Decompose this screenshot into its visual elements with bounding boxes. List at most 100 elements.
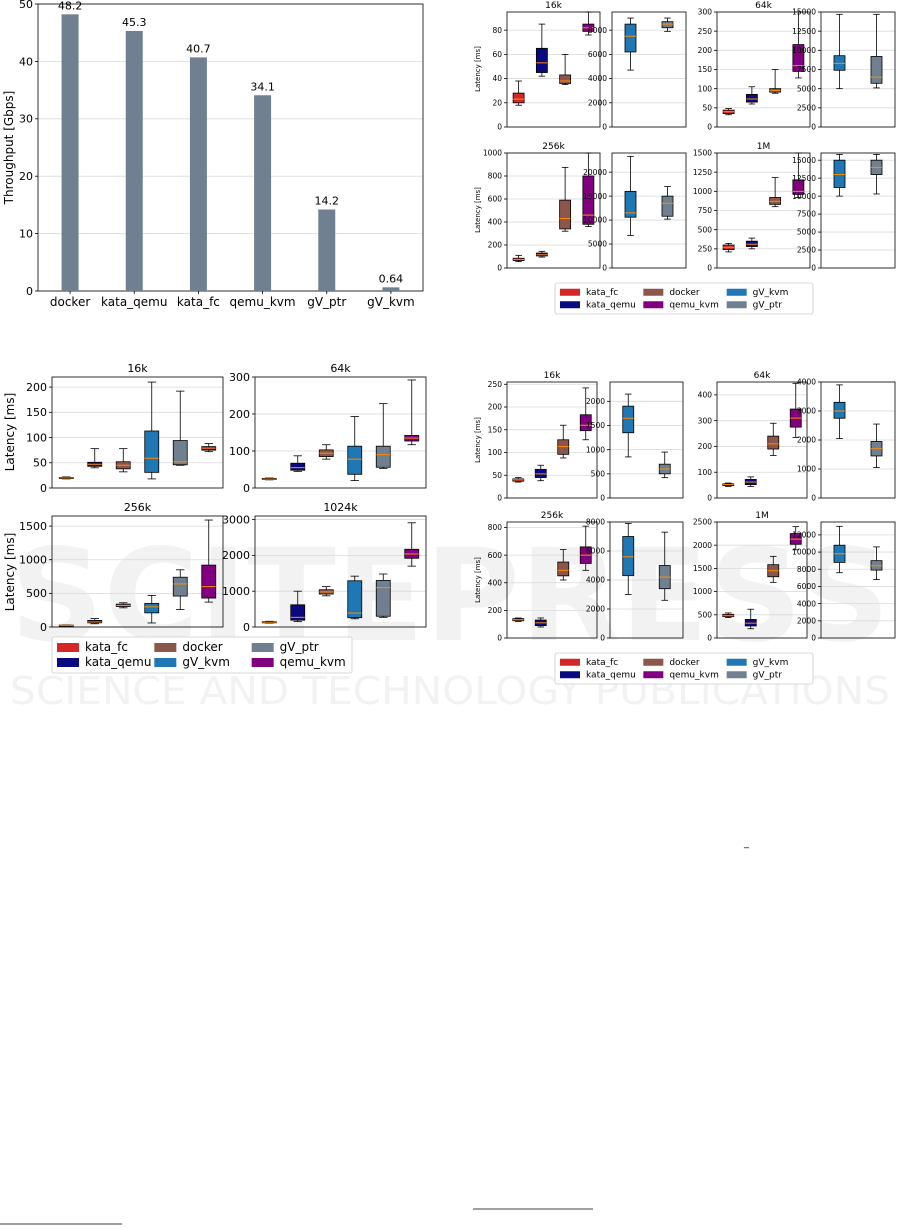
legend-frame: [51, 636, 353, 674]
plot-frame: [609, 381, 684, 499]
legend-swatch-qemu_kvm: [251, 658, 274, 667]
y-axis-label-bottom: Latency [ms]: [3, 533, 17, 612]
legend-label-gV_ptr: gV_ptr: [753, 300, 783, 310]
legend-label-qemu_kvm: qemu_kvm: [669, 670, 719, 680]
y-tick-label: 0: [243, 621, 250, 634]
box-gV_kvm: [347, 575, 363, 620]
box-docker: [557, 549, 570, 581]
y-tick-label: 10000: [792, 548, 816, 557]
legend-label-qemu_kvm: qemu_kvm: [280, 655, 346, 669]
y-tick-label: 20000: [583, 168, 607, 177]
box-kata_fc: [722, 108, 735, 116]
panel-64k: 0 100 200 300 64k: [229, 362, 427, 495]
legend-frame: [554, 652, 814, 685]
box-iqr: [559, 199, 572, 230]
box-gV_ptr: [658, 531, 671, 601]
legend-swatch-kata_fc: [560, 288, 580, 296]
plot-frame: [716, 521, 808, 639]
y-tick-label: 1000: [586, 445, 605, 454]
box-iqr: [290, 462, 306, 471]
box-kata_fc: [261, 477, 277, 481]
panel-256k: 0 200 400 600 800 1000 256k: [483, 142, 601, 273]
box-iqr: [582, 175, 595, 225]
y-tick-label: 0: [707, 264, 712, 273]
x-tick-label: kata_qemu: [101, 295, 167, 309]
panel-256k: 0 200 400 600 800 256k: [488, 511, 598, 643]
box-iqr: [622, 405, 635, 434]
box-gV_ptr: [658, 451, 671, 479]
y-tick-label: 2500: [693, 518, 712, 527]
box-docker: [318, 586, 334, 597]
y-tick-label: 250: [698, 27, 713, 36]
y-tick-label: 3000: [797, 407, 816, 416]
box-iqr: [833, 401, 846, 419]
y-tick-label: 30: [19, 113, 33, 126]
y-tick-label: 50: [19, 0, 33, 11]
box-iqr: [622, 536, 635, 577]
box-docker: [769, 69, 782, 94]
legend-swatch-gV_kvm: [154, 658, 177, 667]
y-tick-label: 7500: [797, 65, 816, 74]
y-tick-label: 8000: [797, 565, 816, 574]
box-gV_kvm: [833, 384, 846, 439]
box-iqr: [347, 445, 363, 475]
plot-frame: [506, 381, 598, 499]
y-tick-label: 2000: [586, 605, 605, 614]
box-gV_kvm: [622, 393, 635, 458]
y-tick-label: 10000: [792, 192, 816, 201]
box-kata_qemu: [87, 448, 103, 469]
plot-frame: [506, 521, 598, 639]
box-gV_kvm: [833, 525, 846, 574]
x-tick-label: qemu_kvm: [230, 295, 296, 309]
stray-mark: _: [743, 838, 750, 849]
legend-label-gV_ptr: gV_ptr: [280, 640, 319, 654]
y-tick-label: 15000: [792, 156, 816, 165]
box-gV_ptr: [375, 573, 391, 618]
y-tick-label: 100: [26, 431, 47, 444]
box-iqr: [661, 21, 674, 29]
box-kata_qemu: [744, 476, 757, 487]
y-tick-label: 100: [698, 84, 713, 93]
plot-frame: [820, 381, 896, 499]
box-kata_qemu: [87, 618, 103, 625]
y-tick-label: 0: [243, 482, 250, 495]
plot-frame: [611, 11, 687, 128]
box-gV_kvm: [624, 155, 637, 236]
box-kata_fc: [722, 482, 735, 487]
plot-frame: [716, 381, 808, 499]
y-tick-label: 8000: [588, 26, 607, 35]
y-tick-label: 200: [488, 606, 503, 615]
y-tick-label: 60: [492, 50, 502, 59]
box-gV_ptr: [870, 423, 883, 468]
box-kata_qemu: [534, 617, 547, 628]
x-tick-label: gV_ptr: [307, 295, 346, 309]
plot-frame: [37, 3, 424, 292]
y-tick-label: 300: [229, 371, 250, 384]
panel-title: 256k: [124, 501, 152, 514]
y-tick-label: 600: [488, 551, 503, 560]
bar-gV_ptr: [318, 209, 336, 291]
legend-swatch-docker: [154, 643, 177, 652]
box-qemu_kvm: [582, 152, 595, 228]
legend-swatch-gV_kvm: [726, 288, 747, 296]
y-tick-label: 4000: [797, 599, 816, 608]
legend-swatch-qemu_kvm: [643, 301, 664, 309]
box-iqr: [557, 561, 570, 577]
panel-title: 64k: [330, 362, 351, 375]
y-tick-label: 10000: [583, 216, 607, 225]
y-tick-label: 500: [698, 610, 713, 619]
y-tick-label: 0: [26, 285, 33, 298]
y-axis-label: Throughput [Gbps]: [2, 91, 16, 206]
panel-title: 1024k: [323, 501, 358, 514]
y-tick-label: 400: [488, 218, 503, 227]
box-kata_fc: [512, 80, 525, 106]
y-tick-label: 100: [488, 448, 503, 457]
box-gV_ptr: [172, 569, 188, 610]
box-kata_fc: [722, 243, 735, 253]
y-tick-label: 0: [707, 494, 712, 503]
y-tick-label: 2000: [588, 98, 607, 107]
plot-frame: [609, 521, 684, 639]
y-tick-label: 40: [19, 55, 33, 68]
y-tick-label: 200: [229, 408, 250, 421]
y-tick-label: 200: [488, 241, 503, 250]
